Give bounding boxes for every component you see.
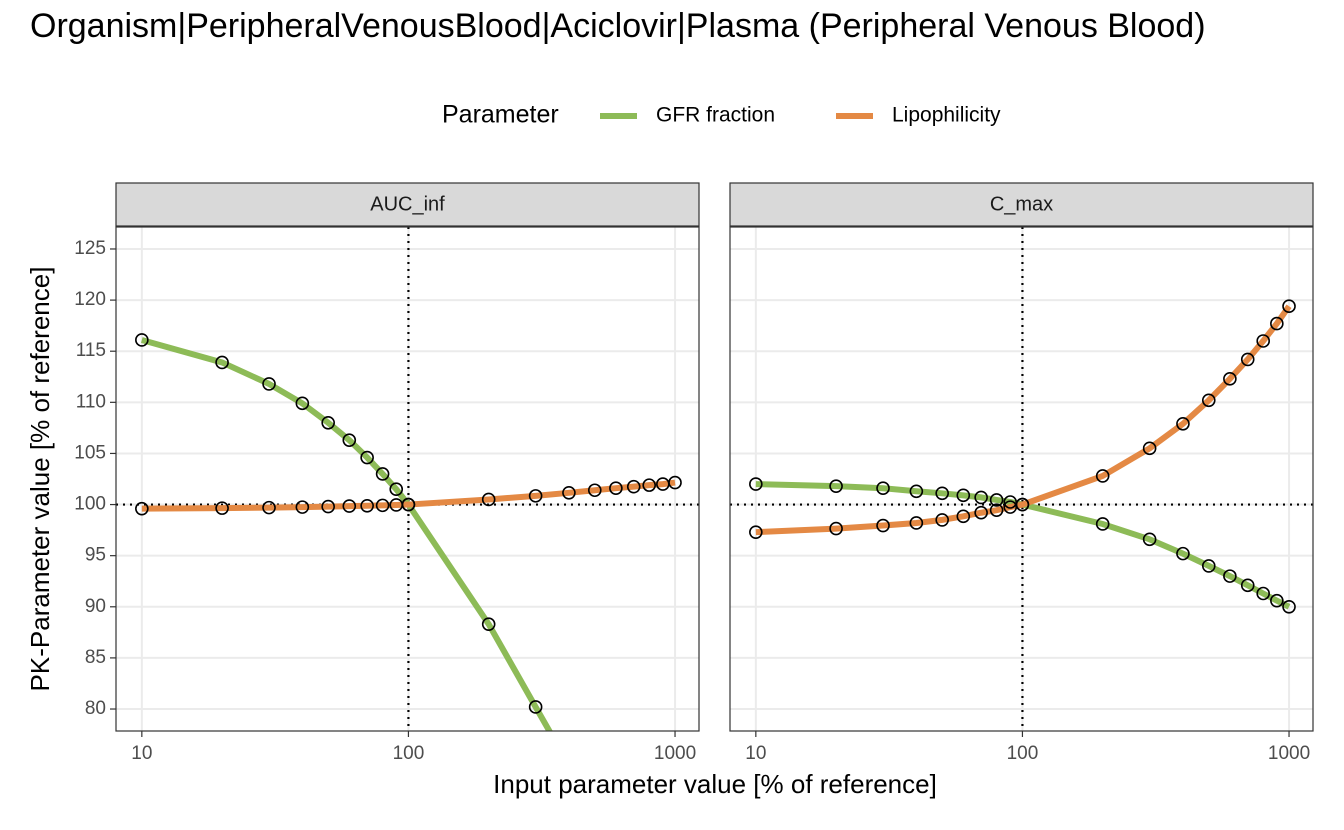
y-tick-label: 85 <box>85 647 106 668</box>
data-point <box>1240 578 1255 593</box>
data-point <box>295 396 310 411</box>
data-point <box>829 479 843 493</box>
data-point <box>360 450 374 465</box>
x-tick-label: 100 <box>1007 743 1039 764</box>
data-point <box>668 475 682 490</box>
data-point <box>215 501 229 515</box>
data-point <box>342 499 357 513</box>
y-tick-label: 90 <box>85 596 106 617</box>
data-point <box>1223 372 1237 386</box>
data-point <box>749 525 763 539</box>
data-point <box>749 477 763 491</box>
y-tick-label: 105 <box>74 442 106 463</box>
data-point <box>956 488 971 503</box>
data-point <box>481 492 496 507</box>
x-tick-label: 1000 <box>654 743 696 764</box>
panel-border <box>729 226 1314 732</box>
data-point <box>876 518 890 533</box>
data-point <box>262 500 276 515</box>
x-axis-label: Input parameter value [% of reference] <box>493 769 937 799</box>
data-point <box>1176 546 1190 561</box>
data-point <box>375 498 390 513</box>
data-point <box>528 700 543 714</box>
x-tick-label: 1000 <box>1268 743 1310 764</box>
data-point <box>642 478 656 492</box>
data-point <box>321 415 335 430</box>
data-point <box>360 498 374 513</box>
data-point <box>215 355 229 370</box>
chart-title: Organism|PeripheralVenousBlood|Aciclovir… <box>30 7 1206 45</box>
data-point <box>609 481 623 496</box>
y-tick-label: 95 <box>85 545 106 566</box>
data-point <box>989 503 1004 517</box>
data-point <box>321 499 335 514</box>
data-point <box>295 500 310 514</box>
plot-area <box>730 227 1313 731</box>
data-point <box>375 467 390 481</box>
data-point <box>935 486 949 501</box>
data-point <box>1270 593 1284 608</box>
data-point <box>135 501 149 516</box>
data-point <box>876 481 890 496</box>
y-tick-label: 100 <box>74 494 106 515</box>
strip <box>115 182 700 227</box>
strip-label: C_max <box>990 193 1053 215</box>
series-line <box>141 479 676 512</box>
data-point <box>1201 393 1216 408</box>
plot-area <box>116 227 699 731</box>
data-point <box>262 377 276 391</box>
data-point <box>1142 441 1157 456</box>
data-point <box>528 489 543 503</box>
series-line <box>755 304 1292 536</box>
data-point <box>1095 469 1110 483</box>
data-point <box>974 505 988 520</box>
data-point <box>1256 334 1270 348</box>
strip <box>729 182 1314 227</box>
legend-label: Lipophilicity <box>892 104 1001 127</box>
data-point <box>829 521 843 536</box>
x-tick-label: 10 <box>131 743 152 764</box>
data-point <box>1095 517 1110 531</box>
panel-border <box>115 226 700 732</box>
data-point <box>401 497 416 512</box>
data-point <box>1256 586 1270 601</box>
data-point <box>989 493 1004 507</box>
data-point <box>1201 559 1216 573</box>
x-tick-label: 100 <box>393 743 425 764</box>
data-point <box>1270 316 1284 331</box>
data-point <box>626 479 641 494</box>
y-tick-label: 120 <box>74 289 106 310</box>
data-point <box>974 490 988 505</box>
data-point <box>1142 532 1157 547</box>
data-point <box>389 482 404 497</box>
data-point <box>587 483 602 498</box>
data-point <box>1015 497 1030 512</box>
x-tick-label: 10 <box>745 743 766 764</box>
y-tick-label: 110 <box>76 391 106 412</box>
data-point <box>909 516 924 530</box>
strip-label: AUC_inf <box>370 193 445 215</box>
data-point <box>562 486 576 500</box>
data-point <box>1223 569 1237 583</box>
data-point <box>481 617 496 631</box>
data-point <box>342 433 357 447</box>
legend-title: Parameter <box>442 101 559 129</box>
data-point <box>1176 416 1190 431</box>
data-point <box>956 509 971 524</box>
data-point <box>909 484 924 499</box>
data-point <box>135 333 149 347</box>
y-axis-label: PK-Parameter value [% of reference] <box>25 267 55 692</box>
series-line <box>141 337 553 731</box>
legend-label: GFR fraction <box>656 104 775 127</box>
data-point <box>1282 599 1296 614</box>
data-point <box>1240 352 1255 367</box>
y-tick-label: 125 <box>74 238 106 259</box>
y-tick-label: 80 <box>85 698 106 719</box>
data-point <box>935 513 949 527</box>
data-point <box>1282 299 1296 314</box>
y-tick-label: 115 <box>76 340 106 361</box>
